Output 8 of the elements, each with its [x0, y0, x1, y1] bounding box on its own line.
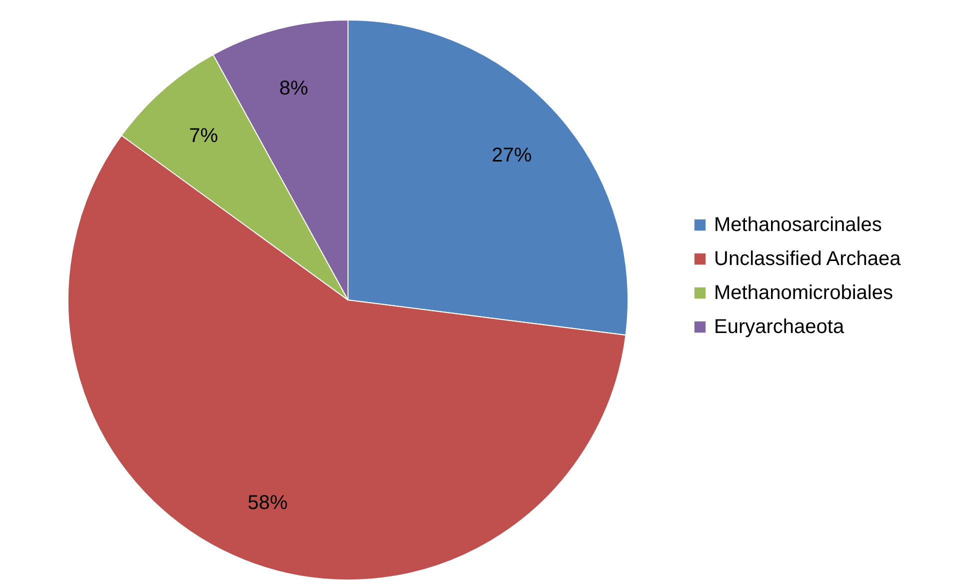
- data-label: 27%: [492, 144, 532, 167]
- legend-label: Methanomicrobiales: [714, 282, 893, 304]
- data-label: 58%: [248, 492, 288, 514]
- legend-label: Unclassified Archaea: [714, 248, 902, 270]
- data-label: 8%: [279, 77, 308, 100]
- data-label: 7%: [189, 125, 218, 148]
- legend-label: Euryarchaeota: [714, 316, 845, 338]
- legend-label: Methanosarcinales: [714, 214, 882, 236]
